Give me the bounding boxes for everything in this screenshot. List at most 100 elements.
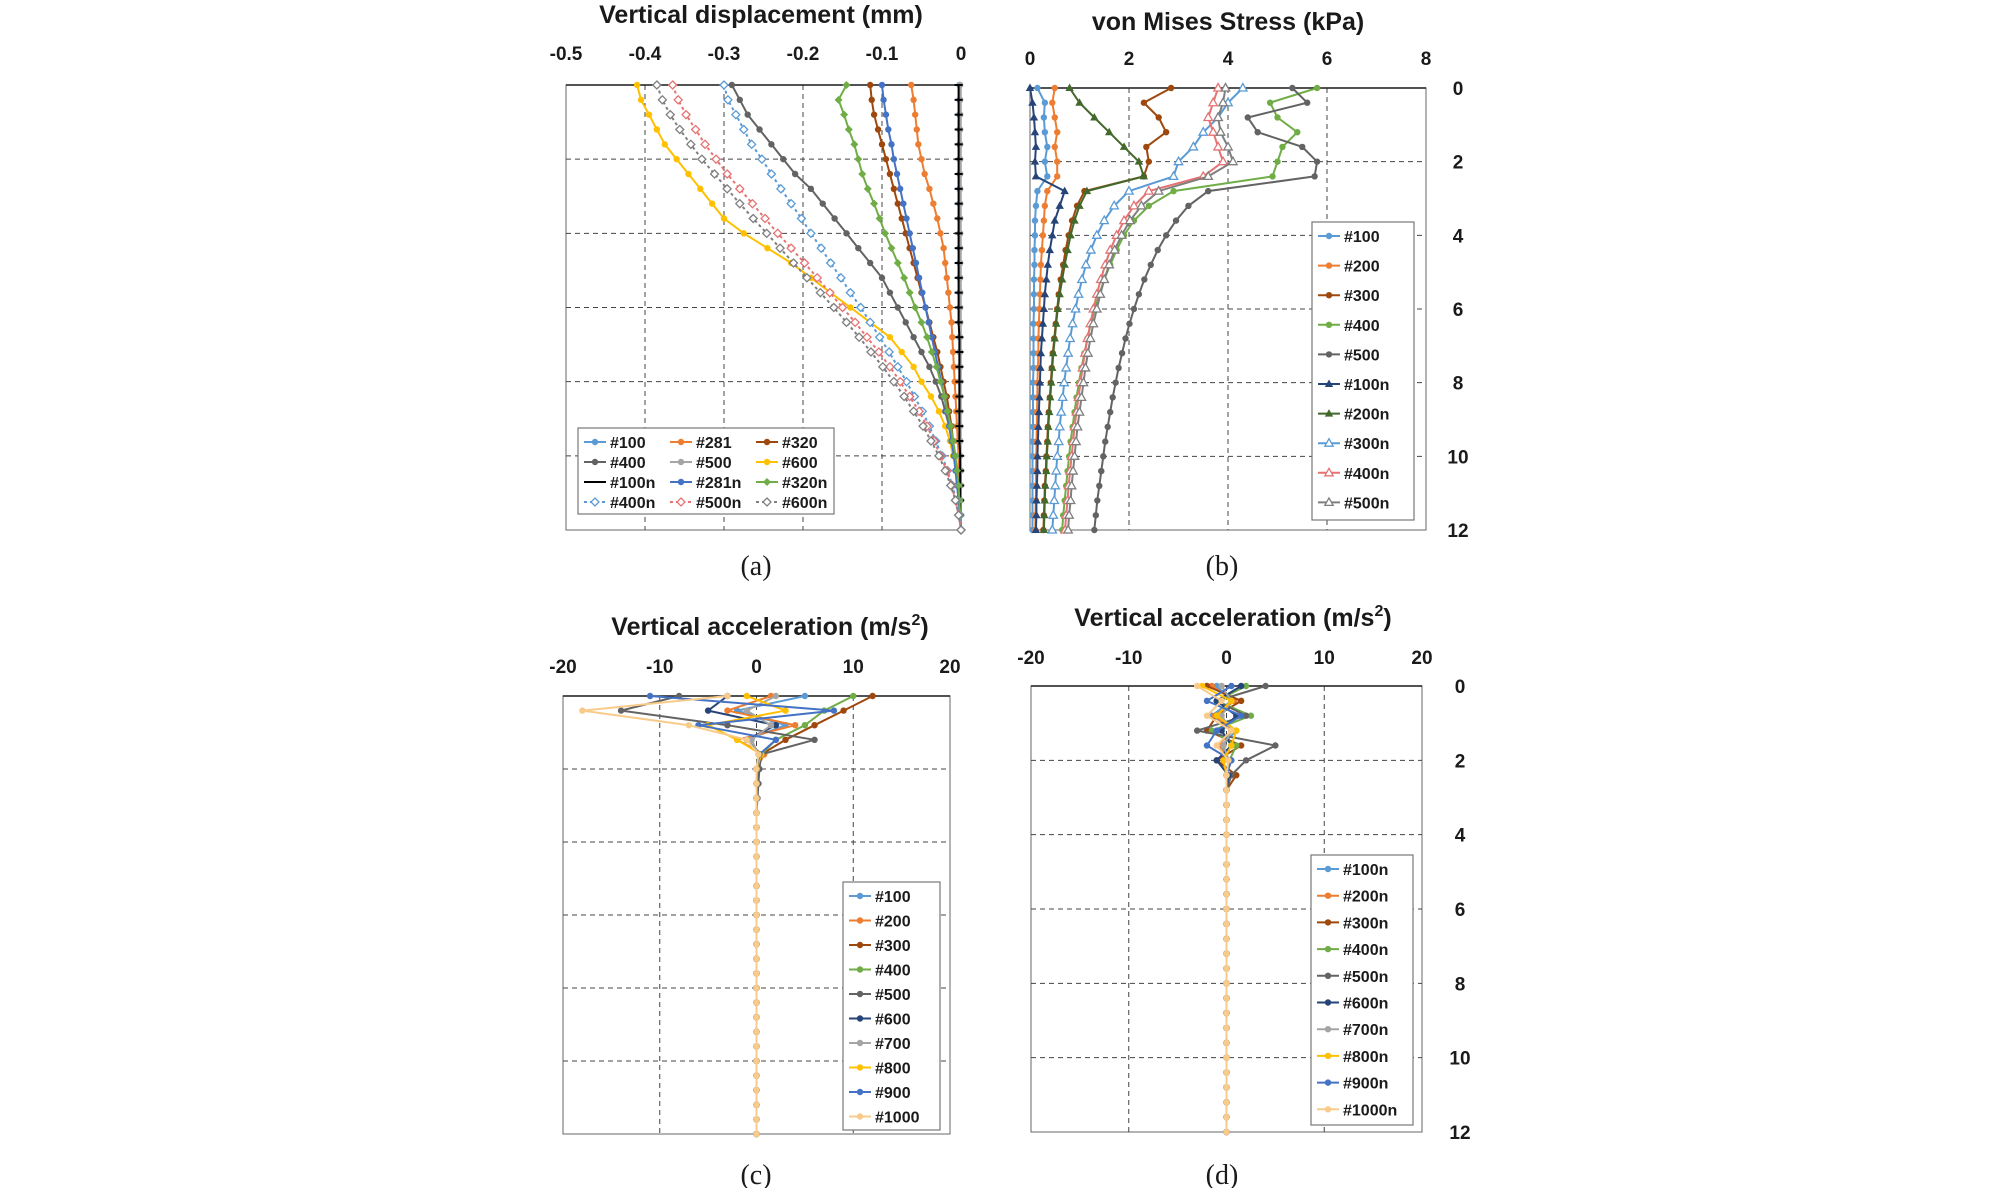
data-point — [1062, 347, 1074, 357]
data-point — [786, 198, 797, 209]
axis-title: Vertical displacement (mm) — [599, 1, 923, 29]
data-point — [1262, 682, 1269, 690]
data-point — [646, 692, 654, 700]
data-point — [700, 139, 710, 150]
legend-marker — [762, 497, 772, 507]
data-point — [1045, 407, 1054, 416]
legend-item: #600n — [1317, 996, 1388, 1013]
data-point — [1223, 876, 1230, 883]
legend-label: #400n — [1344, 466, 1389, 483]
data-point — [1172, 217, 1180, 224]
data-point — [1167, 84, 1175, 92]
data-point — [708, 200, 716, 207]
x-tick-label: -20 — [549, 657, 576, 678]
data-point — [1055, 289, 1064, 298]
data-point — [1044, 173, 1051, 180]
data-point — [954, 481, 963, 490]
legend-item: #300 — [1318, 288, 1380, 305]
data-point — [1066, 230, 1075, 239]
data-point — [909, 244, 917, 252]
data-point — [855, 302, 866, 313]
legend-item: #600 — [756, 455, 818, 472]
data-point — [878, 81, 886, 89]
data-point — [1049, 99, 1056, 106]
data-point — [1058, 376, 1070, 387]
data-point — [1040, 217, 1048, 224]
data-point — [894, 304, 901, 311]
legend-label: #100n — [610, 475, 655, 492]
data-point — [1042, 275, 1051, 283]
data-point — [898, 215, 905, 222]
data-point — [753, 1057, 760, 1065]
data-point — [1141, 276, 1148, 283]
legend-label: #600n — [1343, 996, 1388, 1013]
legend-label: #400 — [875, 963, 911, 980]
data-point — [888, 376, 899, 387]
data-point — [1223, 965, 1230, 972]
data-point — [1237, 742, 1245, 749]
data-point — [1082, 347, 1094, 357]
data-point — [950, 495, 961, 506]
data-point — [1242, 682, 1250, 690]
data-point — [1213, 757, 1220, 764]
data-point — [932, 362, 941, 371]
data-point — [1051, 114, 1058, 121]
data-point — [753, 1116, 760, 1123]
data-point — [1065, 83, 1074, 91]
data-point — [868, 96, 875, 104]
data-point — [1223, 1128, 1230, 1136]
data-point — [753, 970, 760, 977]
data-point — [722, 169, 733, 179]
data-point — [946, 304, 954, 311]
data-point — [869, 692, 876, 700]
data-point — [855, 244, 862, 252]
x-tick-label: 20 — [1411, 648, 1432, 669]
data-point — [1082, 186, 1092, 195]
data-point — [940, 465, 951, 476]
data-point — [1090, 112, 1099, 121]
data-point — [1188, 141, 1199, 151]
data-point — [720, 215, 728, 222]
data-point — [1057, 275, 1067, 283]
data-point — [926, 363, 933, 371]
x-tick-label: -0.2 — [787, 44, 820, 65]
legend-label: #400 — [610, 455, 646, 472]
data-point — [890, 185, 898, 193]
data-point — [756, 126, 763, 133]
data-point — [1213, 712, 1220, 719]
legend-label: #800 — [875, 1061, 911, 1078]
legend-label: #300 — [1344, 288, 1380, 305]
data-point — [1038, 246, 1046, 254]
data-point — [1052, 319, 1061, 327]
data-point — [1043, 260, 1053, 268]
data-point — [761, 228, 772, 239]
data-point — [934, 215, 941, 222]
x-tick-label: 0 — [1221, 648, 1232, 669]
data-point — [811, 736, 818, 743]
data-point — [1075, 98, 1084, 106]
data-point — [753, 882, 760, 889]
data-point — [880, 96, 887, 104]
data-point — [753, 941, 760, 948]
data-point — [1092, 512, 1100, 519]
y-tick-label: 2 — [1455, 751, 1466, 772]
data-point — [1313, 84, 1321, 92]
data-point — [884, 347, 895, 357]
data-point — [1289, 84, 1296, 92]
data-point — [665, 109, 676, 120]
data-point — [1162, 232, 1170, 239]
data-point — [1205, 187, 1212, 195]
data-point — [1143, 143, 1150, 151]
data-point — [1218, 697, 1225, 705]
data-point — [911, 111, 919, 118]
x-tick-label: 6 — [1322, 49, 1333, 70]
series-200n — [1039, 83, 1149, 533]
data-point — [836, 272, 846, 283]
data-point — [1242, 757, 1250, 764]
data-point — [865, 317, 876, 328]
data-point — [1237, 682, 1245, 690]
data-point — [1203, 712, 1211, 719]
data-point — [753, 795, 760, 802]
data-point — [830, 707, 838, 714]
data-point — [900, 200, 907, 207]
